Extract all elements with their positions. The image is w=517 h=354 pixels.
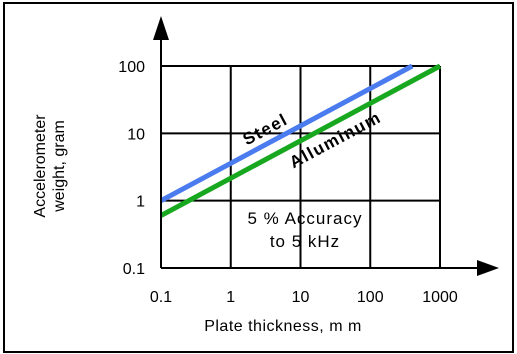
series-line-steel xyxy=(159,63,414,203)
figure-border xyxy=(3,2,514,353)
x-tick-label: 10 xyxy=(292,289,310,306)
series-lines xyxy=(159,63,442,218)
y-axis-title-line2: weight, gram xyxy=(51,120,68,213)
tick-labels: 0.1 1 10 100 1000 0.1 1 10 100 xyxy=(118,59,458,306)
y-tick-label: 10 xyxy=(127,126,145,143)
y-tick-label: 1 xyxy=(136,194,145,211)
y-axis-title-line1: Accelerometer xyxy=(32,114,49,218)
y-tick-label: 0.1 xyxy=(123,261,145,278)
annotation-frequency: to 5 kHz xyxy=(270,232,340,251)
y-axis-arrow-icon xyxy=(153,16,169,40)
x-tick-label: 1000 xyxy=(422,289,458,306)
gridlines xyxy=(161,65,441,268)
x-axis-arrow-icon xyxy=(477,260,499,276)
y-tick-label: 100 xyxy=(118,59,145,76)
x-tick-label: 100 xyxy=(357,289,384,306)
annotation-accuracy: 5 % Accuracy xyxy=(248,209,363,228)
x-axis-title: Plate thickness, m m xyxy=(204,318,362,335)
axes xyxy=(153,16,499,276)
x-tick-label: 0.1 xyxy=(150,289,172,306)
x-tick-label: 1 xyxy=(226,289,235,306)
series-line-alluminum xyxy=(159,63,442,218)
